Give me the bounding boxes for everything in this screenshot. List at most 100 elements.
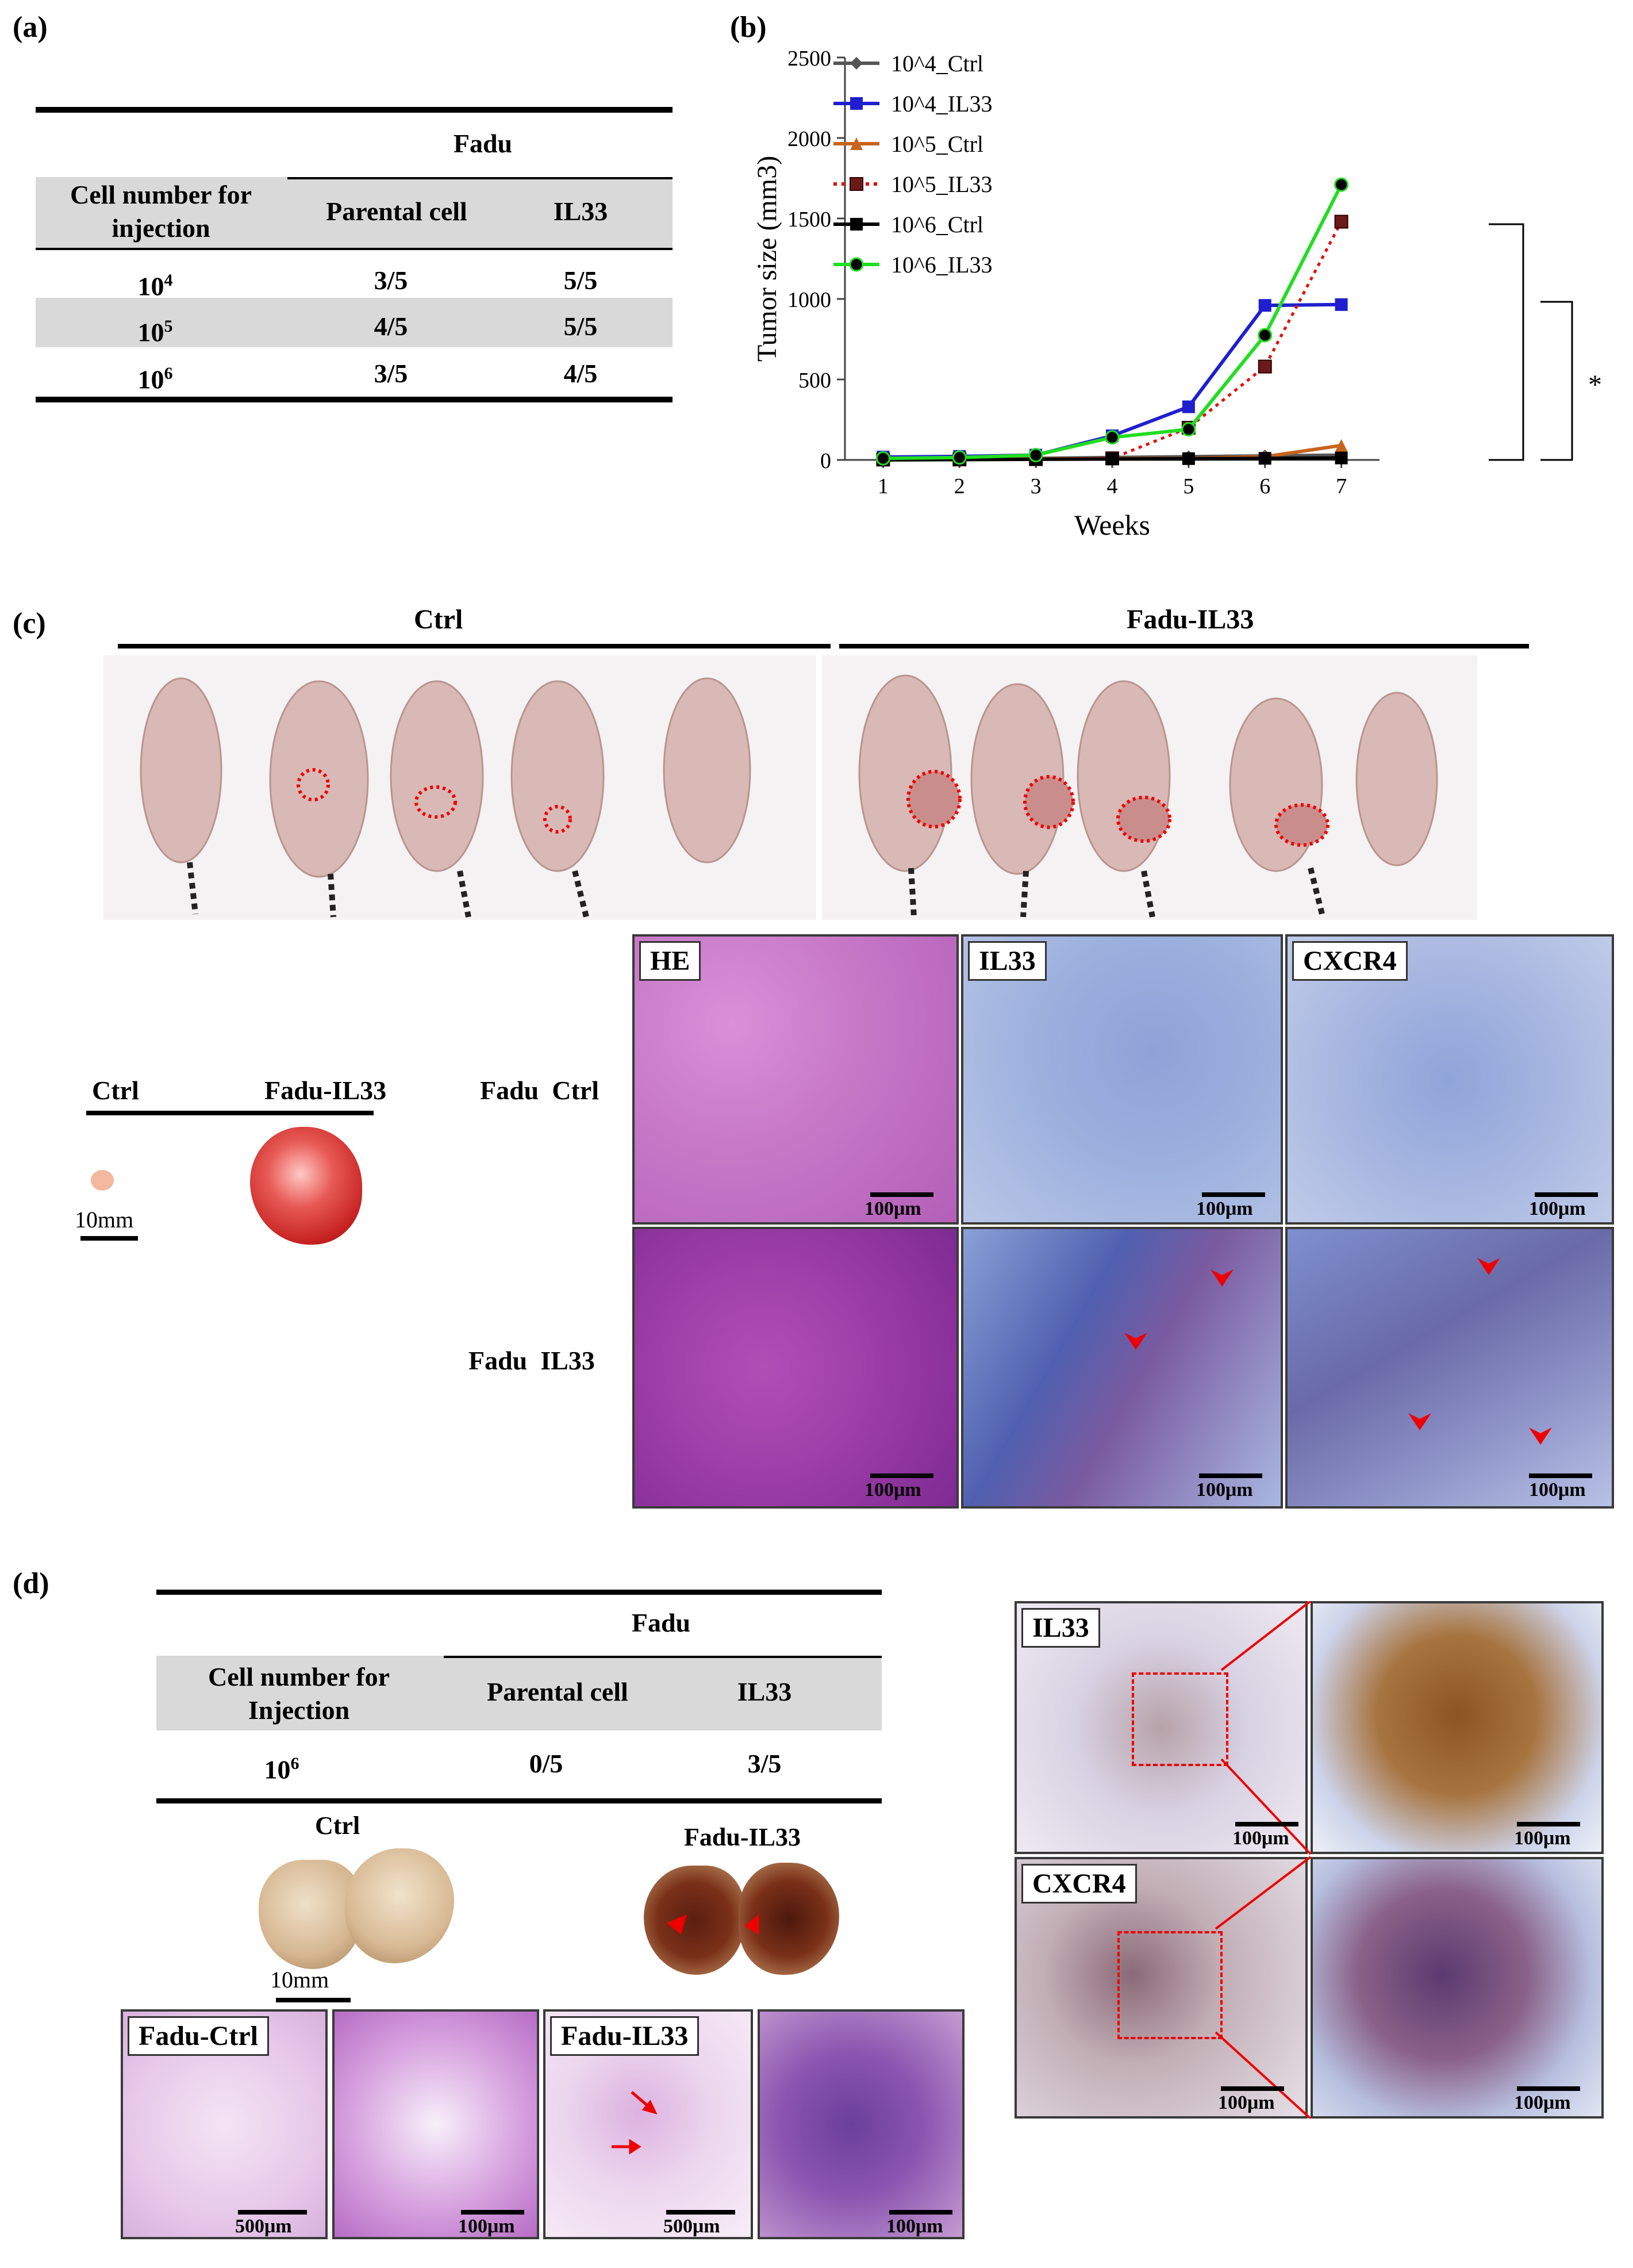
- tumor-marker: [414, 785, 457, 819]
- legend-entry: 10^4_IL33: [833, 91, 993, 117]
- panel-b-label: (b): [730, 11, 767, 44]
- group-ctrl-label: Ctrl: [414, 604, 463, 635]
- y-axis-label: Tumor size (mm3): [752, 156, 782, 362]
- tumor-scale-bar: [80, 1236, 138, 1241]
- micro-il33-ctrl: IL33 100μm: [961, 934, 1283, 1225]
- significance-bracket-outer: [1489, 223, 1524, 461]
- arrowhead-marker: [667, 1914, 687, 1935]
- data-point: [1105, 430, 1120, 445]
- y-tick-label: 2500: [787, 47, 831, 71]
- tumor-growth-chart: 0 500 1000 1500 2000 2500 1 2 3 4 5 6 7 Weeks Tumor si…: [752, 47, 1602, 541]
- arrowhead-marker: [744, 1914, 759, 1935]
- y-tick-label: 1000: [787, 288, 831, 312]
- panel-c-label: (c): [13, 607, 46, 640]
- data-point: [1335, 439, 1348, 452]
- data-point: [1106, 452, 1119, 466]
- lung-il33-label: Fadu-IL33: [684, 1823, 801, 1851]
- data-point: [1258, 452, 1271, 465]
- tumor-marker: [1023, 775, 1075, 829]
- tumor-ctrl-photo: [91, 1170, 114, 1191]
- data-point: [1334, 177, 1349, 192]
- micro-lung-he-il33-low: Fadu-IL33 500μm: [543, 2009, 753, 2239]
- mice-photo-il33: [822, 655, 1477, 920]
- data-point: [1028, 448, 1043, 463]
- zoom-region-box: [1132, 1672, 1228, 1766]
- x-tick-label: 4: [1107, 474, 1118, 498]
- legend-label: 10^5_IL33: [891, 171, 993, 197]
- tumor-il33-photo: [250, 1127, 362, 1245]
- tumor-marker: [543, 805, 572, 834]
- x-tick-label: 5: [1183, 474, 1194, 498]
- table-d-col-il33: IL33: [737, 1677, 792, 1706]
- data-point: [875, 451, 890, 466]
- micro-cxcr4-il33: 100μm: [1285, 1227, 1614, 1509]
- data-point: [1334, 214, 1348, 229]
- micro-lung-cxcr4-low: CXCR4 100μm: [1015, 1857, 1308, 2119]
- lung-scale-text: 10mm: [270, 1967, 329, 1993]
- micro-lung-he-il33-high: 100μm: [758, 2009, 965, 2239]
- x-tick-label: 6: [1259, 474, 1270, 498]
- x-tick-label: 2: [954, 474, 965, 498]
- legend-marker: [850, 57, 863, 70]
- panel-a-label: (a): [13, 11, 48, 44]
- stain-label-he: HE: [639, 941, 701, 981]
- data-point: [1182, 400, 1195, 413]
- arrowhead-marker: [1211, 1269, 1234, 1287]
- micro-lung-il33-low: IL33 100μm: [1015, 1601, 1308, 1854]
- legend-label: 10^6_Ctrl: [891, 212, 983, 237]
- y-tick-label: 0: [820, 449, 831, 473]
- lung-label-fadu-il33: Fadu-IL33: [550, 2016, 700, 2056]
- arrowhead-marker: [1529, 1427, 1552, 1445]
- x-tick-label: 7: [1336, 474, 1347, 498]
- series-10^6_IL33: [875, 177, 1349, 466]
- micro-he-il33: 100μm: [632, 1227, 959, 1509]
- legend-entry: 10^4_Ctrl: [833, 51, 983, 76]
- legend-marker: [850, 137, 863, 150]
- legend-entry: 10^6_IL33: [833, 252, 993, 278]
- mice-photo-ctrl: [103, 655, 816, 920]
- lung-scale-bar: [276, 1998, 351, 2002]
- panel-d-label: (d): [13, 1567, 49, 1600]
- arrowhead-marker: [1408, 1413, 1431, 1430]
- y-tick-label: 1500: [787, 208, 831, 232]
- x-tick-label: 3: [1031, 474, 1042, 498]
- group-il33-label: Fadu-IL33: [1127, 604, 1254, 635]
- tumor-marker: [1274, 803, 1330, 847]
- table-a-group-header: Fadu: [453, 129, 513, 158]
- data-point: [1181, 422, 1196, 437]
- stain-label-lung-cxcr4: CXCR4: [1021, 1864, 1137, 1904]
- micro-lung-cxcr4-high: 100μm: [1311, 1857, 1604, 2119]
- data-point: [1258, 299, 1271, 312]
- data-point: [1182, 452, 1195, 465]
- micro-lung-il33-high: 100μm: [1311, 1601, 1604, 1854]
- lung-ctrl-photo: [259, 1843, 454, 1969]
- legend-marker: [850, 97, 863, 110]
- arrowhead-marker: [1124, 1333, 1147, 1350]
- y-tick-label: 500: [798, 369, 831, 393]
- row-label-fadu-il33: Fadu IL33: [468, 1346, 595, 1375]
- significance-star: *: [1588, 370, 1602, 400]
- x-axis-label: Weeks: [1074, 509, 1150, 541]
- table-d-col-parental: Parental cell: [487, 1677, 628, 1706]
- data-point: [1258, 328, 1273, 343]
- table-a-col-il33: IL33: [553, 197, 608, 226]
- stain-label-il33: IL33: [968, 941, 1047, 981]
- tumor-il33-label: Fadu-IL33: [264, 1076, 387, 1105]
- legend-label: 10^4_IL33: [891, 91, 993, 117]
- legend-entry: 10^6_Ctrl: [833, 212, 983, 237]
- lung-ctrl-label: Ctrl: [315, 1812, 360, 1840]
- lung-label-fadu-ctrl: Fadu-Ctrl: [128, 2016, 269, 2056]
- legend-label: 10^5_Ctrl: [891, 131, 983, 157]
- legend-entry: 10^5_IL33: [833, 171, 993, 197]
- table-a-col-parental: Parental cell: [326, 197, 467, 226]
- stain-label-lung-il33: IL33: [1021, 1608, 1100, 1648]
- zoom-region-box: [1117, 1931, 1223, 2039]
- micro-lung-he-ctrl-low: Fadu-Ctrl 500μm: [121, 2009, 328, 2239]
- legend-marker: [849, 257, 864, 272]
- data-point: [1258, 359, 1272, 374]
- table-d-group-header: Fadu: [631, 1608, 691, 1637]
- micro-cxcr4-ctrl: CXCR4 100μm: [1285, 934, 1614, 1225]
- tumor-scale-text: 10mm: [75, 1207, 134, 1233]
- tumor-marker: [1116, 796, 1171, 843]
- data-point: [1335, 298, 1348, 311]
